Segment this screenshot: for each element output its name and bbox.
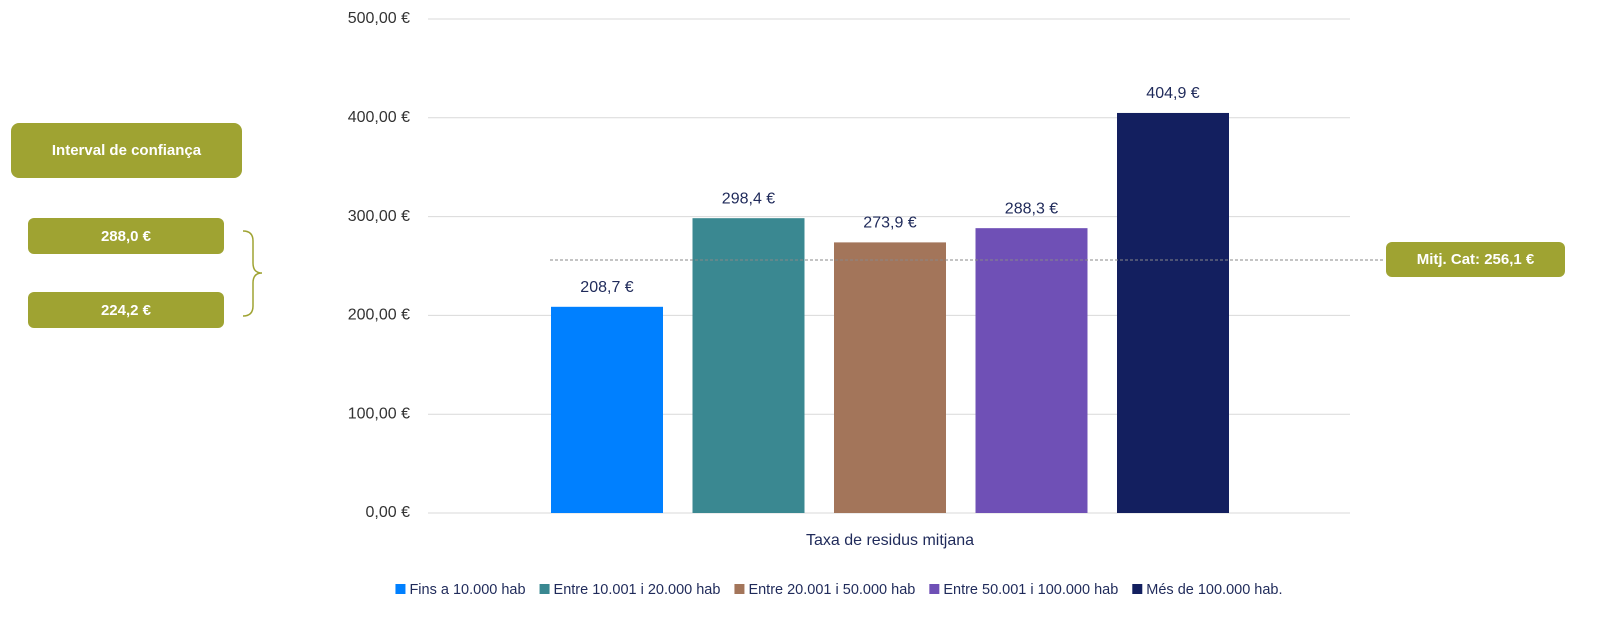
- y-tick-label: 200,00 €: [348, 307, 410, 324]
- ci-lower: 224,2 €: [101, 302, 152, 319]
- bar: [834, 242, 946, 514]
- ci-title: Interval de confiança: [52, 142, 202, 159]
- legend-label: Més de 100.000 hab.: [1146, 582, 1282, 598]
- ci-lower-box: [28, 292, 224, 328]
- ci-upper: 288,0 €: [101, 228, 152, 245]
- y-tick-label: 100,00 €: [348, 405, 410, 422]
- x-category-label: Taxa de residus mitjana: [806, 532, 974, 549]
- ci-bracket: [242, 230, 263, 317]
- legend-swatch: [734, 584, 745, 594]
- data-label: 404,9 €: [1146, 85, 1199, 102]
- bar: [1117, 112, 1229, 513]
- legend-label: Entre 10.001 i 20.000 hab: [554, 582, 721, 598]
- ci-upper-box: [28, 218, 224, 254]
- legend-swatch: [929, 584, 940, 594]
- legend-swatch: [395, 584, 406, 594]
- bar: [551, 306, 663, 513]
- bar: [975, 228, 1088, 513]
- data-label: 208,7 €: [580, 279, 633, 296]
- legend-label: Entre 50.001 i 100.000 hab: [943, 582, 1118, 598]
- legend-label: Fins a 10.000 hab: [409, 582, 525, 598]
- y-tick-label: 300,00 €: [348, 208, 410, 225]
- y-tick-label: 500,00 €: [348, 10, 410, 27]
- mean-label-box: [1386, 241, 1565, 277]
- data-label: 298,4 €: [722, 190, 775, 207]
- y-tick-label: 400,00 €: [348, 109, 410, 126]
- legend-label: Entre 20.001 i 50.000 hab: [748, 582, 915, 598]
- bar: [692, 218, 805, 514]
- legend-swatch: [1132, 584, 1143, 594]
- ci-title-box: [11, 123, 242, 178]
- y-tick-label: 0,00 €: [366, 504, 411, 521]
- data-label: 288,3 €: [1005, 200, 1058, 217]
- legend-swatch: [539, 584, 550, 594]
- data-label: 273,9 €: [863, 215, 916, 232]
- mean-label: Mitj. Cat: 256,1 €: [1417, 251, 1535, 268]
